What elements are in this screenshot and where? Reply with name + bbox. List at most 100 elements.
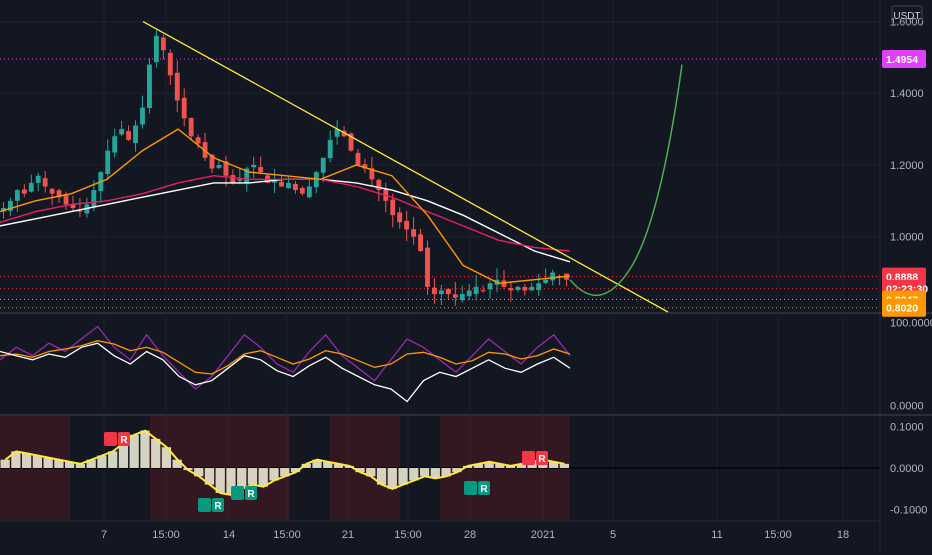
osc-tick-label: 100.0000 [890, 317, 932, 329]
histogram-bar [32, 455, 43, 468]
bull-icon [464, 481, 477, 495]
candle-body [508, 288, 514, 291]
candle-body [334, 129, 340, 137]
trendline [142, 20, 669, 313]
histogram-bar [22, 453, 32, 468]
currency-box[interactable] [891, 5, 923, 25]
candle-body [216, 164, 222, 168]
signal-label-box [536, 451, 548, 465]
candle-body [445, 288, 451, 295]
signal-badge-bear[interactable]: R [104, 432, 130, 446]
time-tick-label: 7 [101, 529, 107, 541]
candle-body [28, 182, 34, 192]
histogram-bar [473, 463, 483, 468]
moving-average-line [0, 178, 571, 263]
histogram-bar [280, 468, 290, 477]
osc-tick-label: 0.0000 [890, 401, 924, 413]
candle-body [14, 190, 20, 201]
projection-curve [569, 64, 683, 296]
histogram-bar [97, 455, 107, 468]
oscillator-line [0, 325, 571, 390]
histogram-bar [65, 461, 75, 468]
histogram-bar [215, 468, 225, 493]
candle-body [195, 137, 201, 144]
candle-body [376, 179, 382, 191]
oscillator-line [0, 342, 571, 403]
signal-badge-bull[interactable]: R [198, 498, 224, 512]
histogram-bar [355, 468, 365, 473]
candle-body [21, 189, 27, 194]
candle-body [418, 234, 423, 252]
price-level-text: 1.4954 [886, 54, 918, 66]
histogram-bar [376, 468, 387, 485]
histogram-bar [516, 463, 526, 468]
signal-badge-bull[interactable]: R [231, 486, 257, 500]
candle-body [369, 168, 375, 180]
signal-badge-bear[interactable]: R [522, 451, 548, 465]
candle-body [63, 193, 69, 205]
histogram-bar [11, 451, 21, 468]
candle-body [501, 280, 507, 287]
histogram-bar [172, 459, 182, 468]
candle-body [341, 130, 347, 137]
time-tick-label: 18 [837, 529, 849, 541]
time-tick-label: 15:00 [152, 529, 180, 541]
histogram-bar [366, 468, 376, 477]
histogram-bar [548, 461, 559, 468]
candle-body [425, 247, 430, 287]
time-tick-label: 14 [223, 529, 235, 541]
signal-badge-bull[interactable]: R [464, 481, 490, 495]
candle-body [126, 131, 132, 140]
histogram-bar [333, 463, 344, 468]
candle-body [105, 150, 111, 175]
candle-body [112, 136, 118, 153]
histogram-bar [118, 443, 129, 468]
candle-body [133, 125, 138, 144]
candle-body [390, 199, 396, 216]
candle-body [320, 157, 326, 173]
price-level-box [882, 298, 926, 317]
time-tick-label: 21 [342, 529, 354, 541]
price-axis: 1.60001.40001.20001.0000USDT1.49540.8888… [882, 5, 932, 517]
signal-label: R [538, 454, 546, 465]
price-tick-label: 1.6000 [890, 17, 924, 29]
histogram-bar [505, 465, 516, 468]
candle-body [348, 133, 354, 151]
currency-label[interactable]: USDT [891, 5, 923, 25]
histogram-bar [140, 430, 150, 468]
candle-body [543, 279, 549, 283]
candle-body [397, 212, 403, 223]
histogram-bar [312, 459, 322, 468]
candle-body [56, 190, 62, 198]
hist-tick-label: -0.1000 [890, 505, 927, 517]
candle-body [452, 294, 458, 298]
candle-body [466, 290, 472, 297]
candle-body [251, 164, 257, 168]
signal-label: R [214, 501, 222, 512]
candle-body [42, 178, 48, 187]
candle-body [536, 283, 542, 291]
histogram-bar [0, 459, 10, 468]
candle-body [153, 35, 159, 63]
price-level-tag: 0.8020 [882, 298, 926, 317]
histogram-bar [452, 468, 462, 473]
histogram-bar [75, 463, 86, 468]
price-level-box [882, 50, 926, 69]
candle-body [230, 175, 236, 183]
price-pane [0, 20, 880, 313]
moving-average-line [0, 128, 571, 285]
price-tick-label: 1.4000 [890, 88, 924, 100]
time-tick-label: 2021 [531, 529, 555, 541]
histogram-bar [258, 468, 268, 487]
signal-label-box [118, 432, 130, 446]
signal-label-box [245, 486, 257, 500]
candle-body [515, 286, 521, 290]
candle-body [167, 52, 173, 76]
time-tick-label: 28 [464, 529, 476, 541]
candle-body [292, 183, 298, 191]
candle-body [557, 275, 563, 277]
bull-icon [231, 486, 244, 500]
candle-body [1, 208, 6, 212]
histogram-bar [290, 468, 301, 473]
